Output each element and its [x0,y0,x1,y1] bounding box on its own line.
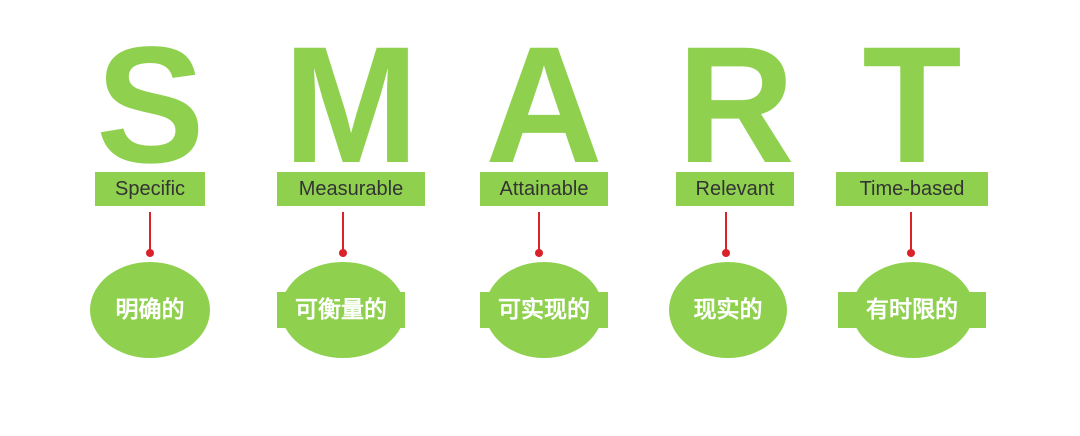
smart-item-measurable: M Measurable 可衡量的 [277,0,425,436]
label-measurable: Measurable [277,172,425,206]
letter-t: T [862,13,962,198]
connector-dot [722,249,730,257]
connector-line [149,212,151,252]
chinese-specific: 明确的 [95,292,205,328]
label-relevant: Relevant [676,172,794,206]
chinese-attainable: 可实现的 [480,292,608,328]
letter-r: R [677,13,795,198]
connector-line [910,212,912,252]
label-attainable: Attainable [480,172,608,206]
chinese-time-based: 有时限的 [838,292,986,328]
letter-a: A [485,13,603,198]
connector-line [538,212,540,252]
label-specific: Specific [95,172,205,206]
smart-item-time-based: T Time-based 有时限的 [836,0,988,436]
smart-item-attainable: A Attainable 可实现的 [480,0,608,436]
chinese-relevant: 现实的 [676,292,780,328]
connector-line [342,212,344,252]
connector-dot [146,249,154,257]
label-time-based: Time-based [836,172,988,206]
connector-dot [907,249,915,257]
connector-dot [535,249,543,257]
chinese-measurable: 可衡量的 [277,292,405,328]
smart-item-relevant: R Relevant 现实的 [669,0,795,436]
connector-line [725,212,727,252]
letter-s: S [96,13,205,198]
smart-item-specific: S Specific 明确的 [90,0,210,436]
connector-dot [339,249,347,257]
letter-m: M [283,13,419,198]
